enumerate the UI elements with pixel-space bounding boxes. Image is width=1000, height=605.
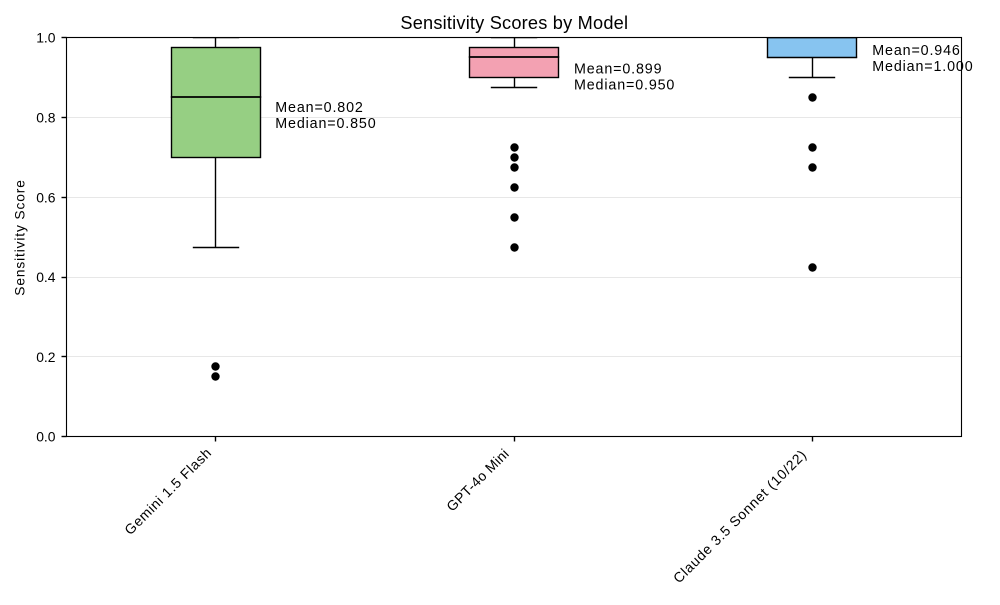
svg-text:Median=0.850: Median=0.850 [275, 116, 376, 132]
svg-text:Median=1.000: Median=1.000 [872, 59, 973, 75]
svg-text:Mean=0.802: Mean=0.802 [275, 100, 363, 116]
svg-text:0.2: 0.2 [36, 349, 56, 365]
svg-text:Mean=0.946: Mean=0.946 [872, 43, 960, 59]
svg-text:Mean=0.899: Mean=0.899 [574, 62, 662, 78]
svg-text:0.4: 0.4 [36, 269, 56, 285]
svg-text:0.6: 0.6 [36, 189, 56, 205]
svg-text:1.0: 1.0 [36, 30, 56, 46]
svg-text:Median=0.950: Median=0.950 [574, 78, 675, 94]
svg-text:Sensitivity Score: Sensitivity Score [13, 179, 28, 295]
svg-text:0.0: 0.0 [36, 429, 56, 445]
svg-text:Sensitivity Scores by Model: Sensitivity Scores by Model [400, 13, 628, 33]
svg-text:0.8: 0.8 [36, 110, 56, 126]
